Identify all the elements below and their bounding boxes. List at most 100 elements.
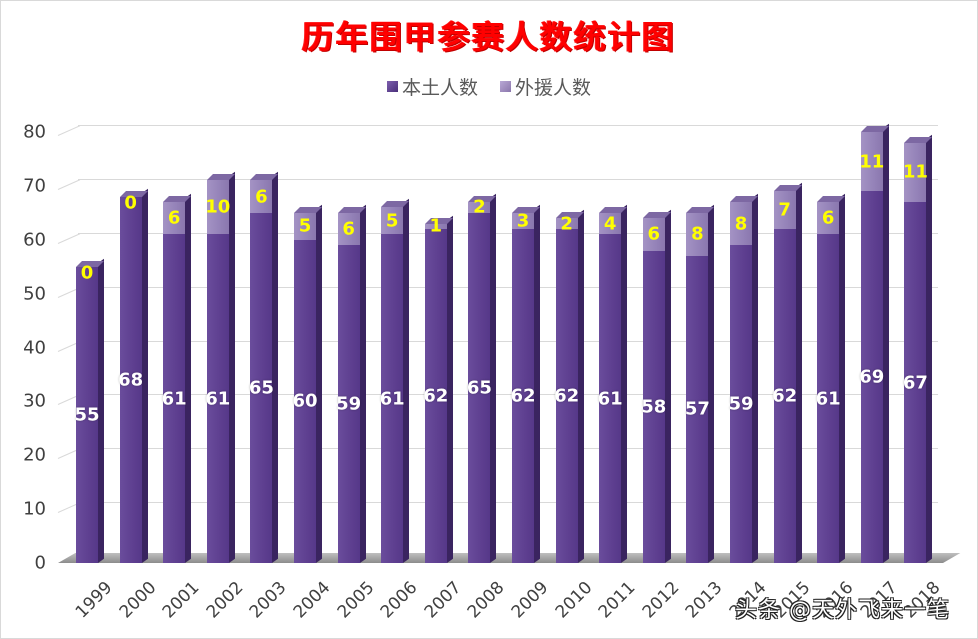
bar-2017[interactable] bbox=[860, 123, 889, 563]
data-label-foreign: 8 bbox=[691, 223, 704, 245]
data-label-local: 68 bbox=[118, 369, 144, 391]
bar-segment-local[interactable] bbox=[119, 196, 142, 563]
bar-2012[interactable] bbox=[642, 209, 671, 563]
y-axis-tick-label: 10 bbox=[23, 498, 46, 520]
bar-2003[interactable] bbox=[250, 172, 279, 563]
bar-segment-local[interactable] bbox=[250, 212, 273, 563]
bar-segment-local[interactable] bbox=[76, 266, 98, 563]
data-label-foreign: 4 bbox=[603, 213, 617, 235]
y-axis-tick-label: 50 bbox=[23, 283, 46, 305]
bar-segment-foreign[interactable] bbox=[904, 142, 927, 203]
bar-segment-foreign[interactable] bbox=[250, 180, 273, 213]
bar-segment-foreign[interactable] bbox=[555, 218, 578, 229]
bar-2010[interactable] bbox=[555, 209, 584, 563]
bar-segment-local[interactable] bbox=[512, 228, 534, 563]
bar-side bbox=[185, 193, 192, 563]
bar-segment-foreign[interactable] bbox=[468, 202, 491, 213]
bar-2006[interactable] bbox=[381, 199, 410, 563]
y-axis-tick-label: 0 bbox=[34, 552, 46, 574]
bar-segment-foreign[interactable] bbox=[424, 223, 447, 229]
bar-2018[interactable] bbox=[904, 134, 933, 563]
chart-legend: 本土人数 外援人数 bbox=[0, 73, 978, 100]
data-label-local: 62 bbox=[554, 385, 580, 407]
data-label-foreign: 5 bbox=[298, 215, 312, 237]
data-label-local: 61 bbox=[597, 388, 623, 410]
bar-side bbox=[882, 123, 889, 563]
bar-segment-local[interactable] bbox=[381, 234, 404, 563]
bar-2000[interactable] bbox=[119, 188, 148, 563]
data-label-local: 69 bbox=[859, 366, 885, 388]
bar-2008[interactable] bbox=[468, 193, 497, 563]
gridline bbox=[78, 340, 938, 342]
bar-side bbox=[228, 172, 235, 563]
bar-2009[interactable] bbox=[512, 204, 540, 563]
legend-item-foreign[interactable]: 外援人数 bbox=[500, 73, 591, 100]
bar-segment-foreign[interactable] bbox=[512, 212, 534, 229]
data-label-foreign: 2 bbox=[560, 213, 573, 235]
data-label-local: 59 bbox=[336, 393, 362, 415]
bar-side bbox=[708, 204, 715, 563]
bar-segment-foreign[interactable] bbox=[686, 212, 709, 256]
data-label-local: 67 bbox=[902, 372, 928, 394]
bar-segment-local[interactable] bbox=[642, 250, 665, 563]
bar-segment-local[interactable] bbox=[730, 245, 752, 563]
bar-segment-foreign[interactable] bbox=[773, 191, 796, 229]
bar-segment-local[interactable] bbox=[337, 245, 360, 563]
data-label-foreign: 11 bbox=[902, 161, 928, 183]
bar-side bbox=[316, 204, 322, 563]
legend-label-local: 本土人数 bbox=[401, 77, 478, 99]
bar-segment-local[interactable] bbox=[294, 239, 316, 563]
bar-2015[interactable] bbox=[773, 183, 802, 563]
bar-segment-foreign[interactable] bbox=[337, 212, 360, 246]
bar-segment-foreign[interactable] bbox=[599, 212, 622, 235]
bar-segment-foreign[interactable] bbox=[817, 202, 840, 235]
data-label-foreign: 0 bbox=[80, 262, 94, 284]
bar-segment-foreign[interactable] bbox=[206, 180, 229, 235]
legend-label-foreign: 外援人数 bbox=[515, 77, 592, 99]
bar-segment-foreign[interactable] bbox=[381, 207, 404, 235]
bar-segment-local[interactable] bbox=[468, 212, 491, 563]
bar-1999[interactable] bbox=[76, 258, 104, 563]
bar-segment-local[interactable] bbox=[424, 228, 447, 563]
y-axis-tick-label: 20 bbox=[23, 444, 46, 466]
bar-segment-local[interactable] bbox=[599, 234, 622, 563]
data-label-foreign: 8 bbox=[734, 213, 748, 235]
bar-segment-foreign[interactable] bbox=[860, 132, 883, 192]
gridline bbox=[78, 125, 938, 126]
bar-segment-foreign[interactable] bbox=[642, 218, 665, 251]
data-label-local: 65 bbox=[248, 377, 274, 399]
bar-segment-local[interactable] bbox=[163, 234, 186, 563]
bar-side bbox=[664, 209, 671, 563]
data-label-foreign: 6 bbox=[821, 207, 835, 229]
data-label-foreign: 7 bbox=[778, 199, 791, 221]
gridline bbox=[78, 502, 938, 504]
bar-side bbox=[839, 193, 846, 563]
bar-2013[interactable] bbox=[686, 204, 715, 563]
bar-segment-local[interactable] bbox=[686, 255, 709, 563]
bar-2007[interactable] bbox=[424, 215, 453, 563]
bar-side bbox=[795, 183, 802, 563]
bar-2001[interactable] bbox=[163, 193, 192, 563]
legend-item-local[interactable]: 本土人数 bbox=[386, 73, 478, 100]
data-label-foreign: 5 bbox=[385, 210, 399, 232]
bar-2014[interactable] bbox=[730, 193, 758, 563]
bar-2005[interactable] bbox=[337, 204, 366, 563]
gridline bbox=[78, 394, 938, 396]
data-label-foreign: 2 bbox=[473, 196, 486, 218]
bar-segment-local[interactable] bbox=[904, 202, 927, 563]
bar-segment-local[interactable] bbox=[860, 191, 883, 563]
bar-segment-local[interactable] bbox=[206, 234, 229, 563]
bar-segment-foreign[interactable] bbox=[163, 202, 186, 235]
bar-segment-local[interactable] bbox=[773, 228, 796, 563]
bar-segment-foreign[interactable] bbox=[730, 202, 752, 246]
data-label-local: 61 bbox=[379, 388, 405, 410]
bar-2011[interactable] bbox=[599, 204, 628, 563]
bar-2016[interactable] bbox=[817, 193, 846, 563]
legend-swatch-foreign-icon bbox=[500, 81, 512, 92]
bar-segment-foreign[interactable] bbox=[294, 212, 316, 240]
bar-segment-local[interactable] bbox=[817, 234, 840, 563]
gridline bbox=[78, 232, 938, 234]
bar-2004[interactable] bbox=[294, 204, 322, 563]
bar-segment-local[interactable] bbox=[555, 228, 578, 563]
bar-2002[interactable] bbox=[206, 172, 235, 563]
